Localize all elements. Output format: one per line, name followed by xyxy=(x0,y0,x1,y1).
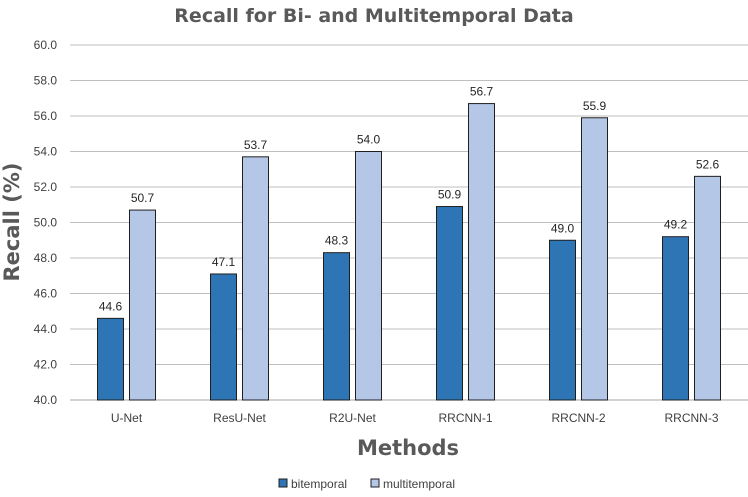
x-tick-label: R2U-Net xyxy=(329,411,376,425)
bar-bitemporal-rrcnn-3 xyxy=(662,236,689,401)
y-tick-label: 48.0 xyxy=(34,251,58,265)
bar-bitemporal-resu-net xyxy=(210,273,237,401)
y-tick-label: 58.0 xyxy=(34,74,58,88)
legend-swatch xyxy=(278,478,288,488)
data-label-multitemporal: 54.0 xyxy=(357,133,381,147)
bar-multitemporal-rrcnn-2 xyxy=(581,117,608,401)
bar-multitemporal-u-net xyxy=(129,209,156,401)
data-labels: 44.6 50.7 47.1 53.7 48.3 54.0 50.9 56.7 49.0 55.9… xyxy=(99,85,720,314)
y-tick-label: 52.0 xyxy=(34,180,58,194)
y-tick-label: 54.0 xyxy=(34,145,58,159)
legend-swatch xyxy=(370,478,380,488)
bar-multitemporal-rrcnn-1 xyxy=(468,103,495,401)
bar-bitemporal-rrcnn-1 xyxy=(436,206,463,401)
data-label-bitemporal: 49.2 xyxy=(664,218,688,232)
bar-multitemporal-r2u-net xyxy=(355,151,382,401)
legend: bitemporal multitemporal xyxy=(278,477,455,491)
data-label-multitemporal: 55.9 xyxy=(583,99,607,113)
x-axis-title: Methods xyxy=(357,436,459,460)
y-axis-ticks: 40.0 42.0 44.0 46.0 48.0 50.0 52.0 54.0 56.0 58.0… xyxy=(34,38,58,407)
data-label-multitemporal: 56.7 xyxy=(470,85,494,99)
legend-label: bitemporal xyxy=(291,477,347,491)
data-label-bitemporal: 48.3 xyxy=(325,234,349,248)
x-tick-label: RRCNN-1 xyxy=(439,411,493,425)
data-label-multitemporal: 50.7 xyxy=(131,191,155,205)
data-label-bitemporal: 49.0 xyxy=(551,221,575,235)
y-tick-label: 50.0 xyxy=(34,216,58,230)
gridlines xyxy=(70,44,748,401)
data-label-bitemporal: 44.6 xyxy=(99,299,123,313)
bar-multitemporal-rrcnn-3 xyxy=(694,175,721,401)
bar-bitemporal-rrcnn-2 xyxy=(549,239,576,401)
data-label-bitemporal: 47.1 xyxy=(212,255,236,269)
bar-bitemporal-u-net xyxy=(97,317,124,401)
y-tick-label: 46.0 xyxy=(34,287,58,301)
x-tick-label: RRCNN-2 xyxy=(552,411,606,425)
bar-multitemporal-resu-net xyxy=(242,156,269,401)
x-tick-label: U-Net xyxy=(111,411,143,425)
legend-label: multitemporal xyxy=(383,477,455,491)
x-axis-ticks: U-Net ResU-Net R2U-Net RRCNN-1 RRCNN-2 RRCNN-… xyxy=(111,411,719,425)
y-tick-label: 56.0 xyxy=(34,109,58,123)
data-label-multitemporal: 53.7 xyxy=(244,138,268,152)
y-axis-title: Recall (%) xyxy=(0,163,24,282)
data-label-multitemporal: 52.6 xyxy=(696,157,720,171)
bars xyxy=(97,103,721,401)
y-tick-label: 40.0 xyxy=(34,393,58,407)
x-tick-label: RRCNN-3 xyxy=(665,411,719,425)
chart-title: Recall for Bi- and Multitemporal Data xyxy=(174,5,573,27)
y-tick-label: 60.0 xyxy=(34,38,58,52)
data-label-bitemporal: 50.9 xyxy=(438,188,462,202)
bar-bitemporal-r2u-net xyxy=(323,252,350,401)
x-tick-label: ResU-Net xyxy=(213,411,266,425)
y-tick-label: 44.0 xyxy=(34,322,58,336)
legend-item-multitemporal: multitemporal xyxy=(370,477,455,491)
y-tick-label: 42.0 xyxy=(34,358,58,372)
legend-item-bitemporal: bitemporal xyxy=(278,477,347,491)
